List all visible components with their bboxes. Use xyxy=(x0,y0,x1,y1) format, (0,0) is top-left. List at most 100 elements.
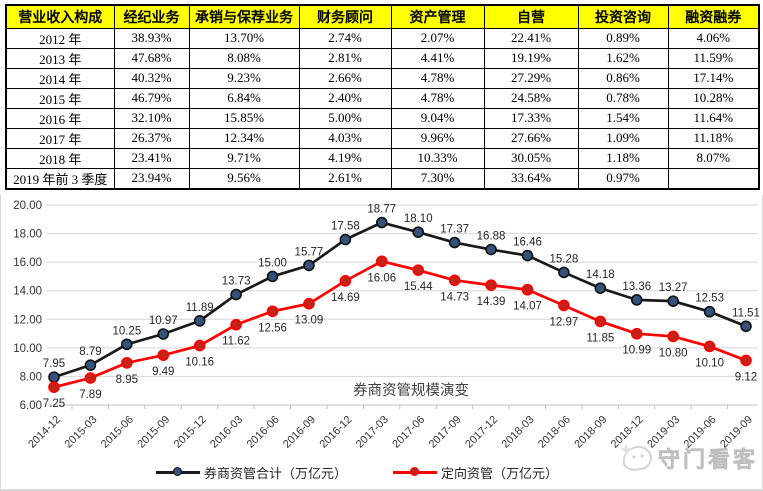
value-cell: 30.05% xyxy=(483,147,579,169)
value-cell: 4.06% xyxy=(667,27,760,49)
series-1-data-label: 10.99 xyxy=(622,345,651,357)
legend-item-total: 券商资管合计（万亿元） xyxy=(156,461,347,483)
series-1-point xyxy=(630,327,643,340)
value-cell: 9.23% xyxy=(188,67,300,89)
value-cell: 9.56% xyxy=(188,167,300,189)
y-axis-tick-label: 20.00 xyxy=(13,200,42,212)
series-0-point xyxy=(485,243,497,256)
table-row-0: 2012 年 38.93% 13.70% 2.74% 2.07% 22.41% 0.89% 4… xyxy=(5,27,760,49)
value-cell: 46.79% xyxy=(113,87,190,109)
value-cell: 8.07% xyxy=(667,147,760,169)
legend-marker-directional-icon xyxy=(393,466,437,478)
series-1-point xyxy=(412,264,425,276)
series-0-data-label: 8.79 xyxy=(79,346,101,358)
series-0-point xyxy=(412,226,425,238)
table-header-row: 营业收入构成 经纪业务 承销与保荐业务 财务顾问 资产管理 自营 投资咨询 融资融券 xyxy=(5,4,760,29)
watermark-text: 守门看客 xyxy=(657,447,758,473)
value-cell: 0.89% xyxy=(577,27,669,49)
header-cell-2: 承销与保荐业务 xyxy=(188,4,300,29)
watermark: 守门看客 xyxy=(618,440,758,476)
value-cell: 47.68% xyxy=(113,47,190,69)
value-cell: 13.70% xyxy=(188,27,300,49)
value-cell: 9.96% xyxy=(390,127,485,149)
watermark-mascot-icon xyxy=(619,444,652,471)
series-0-point xyxy=(630,294,643,306)
series-0-point xyxy=(339,233,352,246)
value-cell: 2.81% xyxy=(298,47,392,69)
legend-label-total: 券商资管合计（万亿元） xyxy=(204,465,348,481)
series-0-point xyxy=(375,216,388,229)
value-cell: 38.93% xyxy=(113,27,190,49)
x-axis-tick-label: 2018-06 xyxy=(536,414,573,451)
series-1-data-label: 12.97 xyxy=(550,316,579,328)
series-1-point xyxy=(558,299,570,312)
value-cell: 10.33% xyxy=(390,147,485,169)
value-cell: 17.14% xyxy=(667,67,760,89)
series-0-data-label: 15.00 xyxy=(258,257,287,269)
value-cell: 19.19% xyxy=(483,47,579,69)
value-cell: 11.18% xyxy=(667,127,760,149)
y-axis-tick-label: 18.00 xyxy=(13,229,42,241)
value-cell: 8.08% xyxy=(188,47,300,69)
value-cell: 12.34% xyxy=(188,127,300,149)
value-cell: 1.54% xyxy=(577,107,669,129)
value-cell: 2.74% xyxy=(298,27,392,49)
chart-legend: 券商资管合计（万亿元） 定向资管（万亿元） xyxy=(1,461,763,485)
series-1-data-label: 10.80 xyxy=(659,347,688,359)
value-cell: 4.78% xyxy=(390,67,485,89)
y-axis-tick-label: 6.00 xyxy=(20,400,42,412)
series-1-data-label: 11.85 xyxy=(586,332,614,344)
series-0-data-label: 10.25 xyxy=(112,325,141,337)
value-cell: 7.30% xyxy=(390,167,485,189)
table-row-1: 2013 年 47.68% 8.08% 2.81% 4.41% 19.19% 1.62% 11… xyxy=(5,47,760,69)
value-cell: 33.64% xyxy=(483,167,579,189)
legend-label-directional: 定向资管（万亿元） xyxy=(441,465,559,481)
series-0-data-label: 17.58 xyxy=(331,221,360,233)
series-1-point xyxy=(339,275,352,287)
series-0-point xyxy=(157,328,170,340)
row-label-cell: 2019 年前 3 季度 xyxy=(5,167,115,189)
value-cell: 27.29% xyxy=(483,67,579,89)
series-1-point xyxy=(157,349,170,361)
x-axis-tick-label: 2015-03 xyxy=(63,414,100,451)
series-1-point xyxy=(303,297,315,310)
value-cell: 5.00% xyxy=(298,107,392,129)
series-0-data-label: 13.73 xyxy=(222,276,251,288)
series-1-data-label: 7.25 xyxy=(43,398,65,410)
table-row-7: 2019 年前 3 季度 23.94% 9.56% 2.61% 7.30% 33.64% 0… xyxy=(5,167,760,189)
value-cell: 32.10% xyxy=(113,107,190,129)
x-axis-tick-label: 2016-03 xyxy=(208,414,245,451)
x-axis-tick-label: 2015-09 xyxy=(135,414,172,451)
x-axis-tick-label: 2016-09 xyxy=(281,414,318,451)
table-row-5: 2017 年 26.37% 12.34% 4.03% 9.96% 27.66% 1.09% 1… xyxy=(5,127,760,149)
table-row-2: 2014 年 40.32% 9.23% 2.66% 4.78% 27.29% 0.86% 17… xyxy=(5,67,760,89)
x-axis-tick-label: 2015-06 xyxy=(99,414,136,451)
value-cell: 27.66% xyxy=(483,127,579,149)
series-0-line xyxy=(53,221,747,379)
table-row-4: 2016 年 32.10% 15.85% 5.00% 9.04% 17.33% 1.54% 1… xyxy=(5,107,760,129)
header-cell-6: 投资咨询 xyxy=(577,4,669,29)
x-axis-tick-label: 2017-09 xyxy=(427,414,464,451)
series-1-point xyxy=(375,255,388,268)
value-cell: 2.61% xyxy=(298,167,392,189)
series-1-point xyxy=(667,330,679,343)
series-1-point xyxy=(594,315,607,328)
series-0-point xyxy=(448,236,461,249)
value-cell: 2.40% xyxy=(298,87,392,109)
series-0-data-label: 11.89 xyxy=(186,302,214,314)
value-cell: 40.32% xyxy=(113,67,190,89)
table-body: 2012 年 38.93% 13.70% 2.74% 2.07% 22.41% 0.89% 4… xyxy=(5,27,760,189)
value-cell: 4.41% xyxy=(390,47,485,69)
series-1-data-label: 10.16 xyxy=(185,357,214,369)
series-1-data-label: 7.89 xyxy=(79,389,101,401)
row-label-cell: 2013 年 xyxy=(5,47,115,69)
value-cell: 9.71% xyxy=(188,147,300,169)
series-1-point xyxy=(740,354,752,367)
series-1-point xyxy=(48,381,60,393)
value-cell: 2.66% xyxy=(298,67,392,89)
row-label-cell: 2014 年 xyxy=(5,67,115,89)
value-cell: 26.37% xyxy=(113,127,190,149)
y-axis-tick-label: 10.00 xyxy=(13,343,42,355)
series-1-data-label: 9.12 xyxy=(735,371,757,383)
series-0-point xyxy=(266,270,279,283)
